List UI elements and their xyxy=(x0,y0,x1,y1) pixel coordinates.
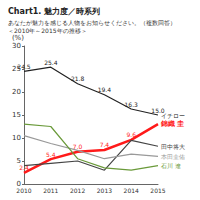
svg-text:本田圭佑: 本田圭佑 xyxy=(161,153,185,160)
svg-text:21.8: 21.8 xyxy=(71,75,85,82)
svg-text:Chart1. 魅力度／時系列: Chart1. 魅力度／時系列 xyxy=(8,6,100,16)
svg-text:0: 0 xyxy=(16,180,21,188)
svg-text:15: 15 xyxy=(12,111,21,119)
svg-text:7.0: 7.0 xyxy=(73,143,83,150)
svg-text:2013: 2013 xyxy=(97,187,112,194)
svg-text:錦織 圭: 錦織 圭 xyxy=(160,120,184,128)
svg-text:＜2010年～2015年の推移＞: ＜2010年～2015年の推移＞ xyxy=(8,27,87,34)
svg-text:19.4: 19.4 xyxy=(98,86,112,93)
svg-text:9.6: 9.6 xyxy=(126,131,136,138)
svg-text:7.4: 7.4 xyxy=(100,141,110,148)
svg-text:石川 遼: 石川 遼 xyxy=(161,162,181,169)
svg-text:イチロー: イチロー xyxy=(161,112,185,119)
svg-text:(%): (%) xyxy=(12,34,24,42)
svg-text:2015: 2015 xyxy=(150,187,165,194)
svg-text:16.3: 16.3 xyxy=(125,101,139,108)
svg-text:10: 10 xyxy=(12,134,21,142)
svg-text:5: 5 xyxy=(16,157,21,165)
svg-text:2011: 2011 xyxy=(43,187,58,194)
svg-text:あなたが魅力を感じる人物をお知らせください。（複数回答）: あなたが魅力を感じる人物をお知らせください。（複数回答） xyxy=(8,19,176,27)
svg-text:2014: 2014 xyxy=(124,187,139,194)
svg-text:2012: 2012 xyxy=(70,187,85,194)
svg-text:田中将大: 田中将大 xyxy=(161,143,185,150)
svg-text:5.4: 5.4 xyxy=(46,151,56,158)
svg-text:20: 20 xyxy=(12,88,21,96)
svg-text:2.4: 2.4 xyxy=(19,164,29,171)
svg-text:24.5: 24.5 xyxy=(17,63,31,70)
svg-text:2010: 2010 xyxy=(16,187,31,194)
svg-text:25.4: 25.4 xyxy=(44,59,58,66)
svg-text:15.0: 15.0 xyxy=(151,106,165,114)
svg-text:30: 30 xyxy=(12,42,21,50)
